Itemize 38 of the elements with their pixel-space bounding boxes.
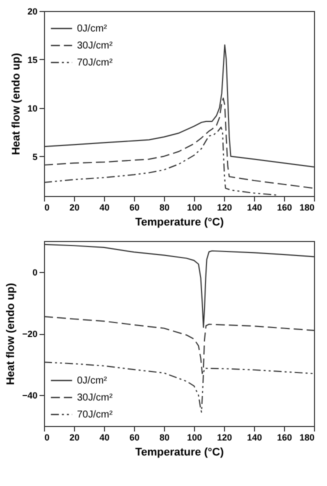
x-tick-label: 0 — [44, 432, 50, 442]
x-tick-label: 0 — [44, 202, 50, 212]
legend-label: 30J/cm² — [77, 40, 114, 52]
x-axis-title: Temperature (°C) — [135, 216, 224, 228]
x-tick-label: 120 — [216, 432, 232, 442]
legend-label: 70J/cm² — [77, 410, 114, 420]
x-tick-label: 20 — [69, 202, 80, 212]
x-tick-label: 60 — [129, 202, 140, 212]
y-tick-label: −20 — [22, 329, 38, 339]
line-series — [44, 126, 278, 196]
x-axis-title: Temperature (°C) — [135, 446, 224, 458]
x-tick-label: 140 — [246, 202, 262, 212]
x-tick-label: 120 — [216, 202, 232, 212]
y-axis-title: Heat flow (endo up) — [10, 52, 22, 156]
x-tick-label: 140 — [246, 432, 262, 442]
legend-label: 30J/cm² — [77, 392, 114, 404]
y-tick-label: 10 — [27, 103, 38, 114]
legend-label: 0J/cm² — [77, 24, 108, 34]
y-axis-title: Heat flow (endo up) — [5, 282, 18, 386]
x-tick-label: 180 — [299, 432, 314, 442]
y-tick-label: 0 — [32, 267, 38, 278]
x-tick-label: 60 — [129, 432, 140, 442]
x-tick-label: 180 — [299, 202, 314, 212]
legend-label: 0J/cm² — [77, 376, 108, 386]
legend-label: 70J/cm² — [77, 58, 114, 68]
y-tick-label: −40 — [22, 390, 38, 401]
x-tick-label: 40 — [99, 202, 110, 212]
y-tick-label: 20 — [27, 6, 38, 16]
x-tick-label: 20 — [69, 432, 80, 442]
y-tick-label: 5 — [32, 152, 38, 162]
x-tick-label: 80 — [159, 202, 170, 212]
x-tick-label: 160 — [276, 202, 292, 212]
x-tick-label: 80 — [159, 432, 170, 442]
x-tick-label: 100 — [186, 432, 202, 442]
x-tick-label: 100 — [186, 202, 202, 212]
x-tick-label: 160 — [276, 432, 292, 442]
y-tick-label: 15 — [27, 54, 38, 65]
x-tick-label: 40 — [99, 432, 110, 442]
